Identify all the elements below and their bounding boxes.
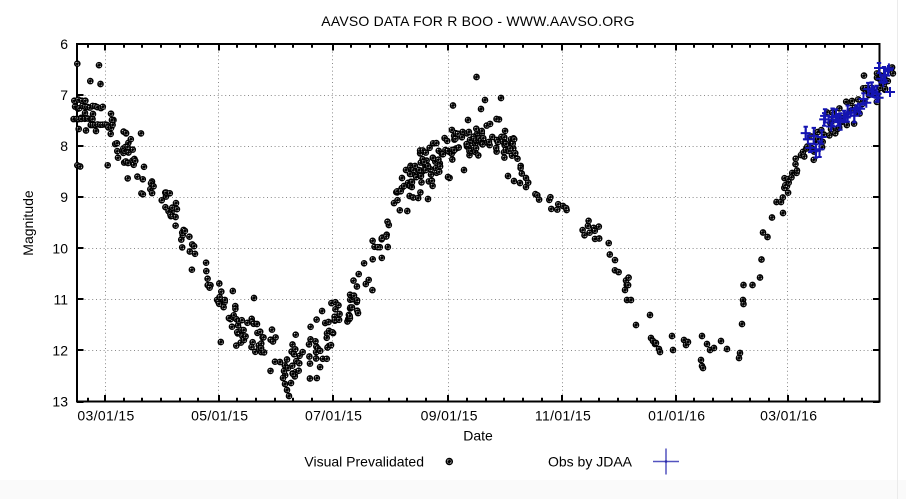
svg-text:01/01/16: 01/01/16 [648,408,705,424]
svg-text:8: 8 [60,138,68,154]
svg-text:9: 9 [60,189,68,205]
svg-text:09/01/15: 09/01/15 [421,408,478,424]
svg-text:03/01/15: 03/01/15 [77,408,134,424]
svg-text:Magnitude: Magnitude [20,190,36,256]
svg-text:Date: Date [463,428,493,444]
svg-text:03/01/16: 03/01/16 [760,408,817,424]
svg-text:11: 11 [53,291,68,307]
svg-text:11/01/15: 11/01/15 [535,408,591,424]
svg-text:12: 12 [52,342,68,358]
svg-text:05/01/15: 05/01/15 [191,408,248,424]
svg-text:Obs by JDAA: Obs by JDAA [548,454,633,470]
svg-text:07/01/15: 07/01/15 [305,408,362,424]
svg-text:13: 13 [52,394,68,410]
svg-text:6: 6 [60,36,68,52]
svg-text:10: 10 [52,240,68,256]
svg-text:Visual Prevalidated: Visual Prevalidated [304,454,424,470]
svg-text:7: 7 [60,87,68,103]
svg-text:AAVSO DATA FOR R BOO - WWW.AAV: AAVSO DATA FOR R BOO - WWW.AAVSO.ORG [321,13,634,29]
